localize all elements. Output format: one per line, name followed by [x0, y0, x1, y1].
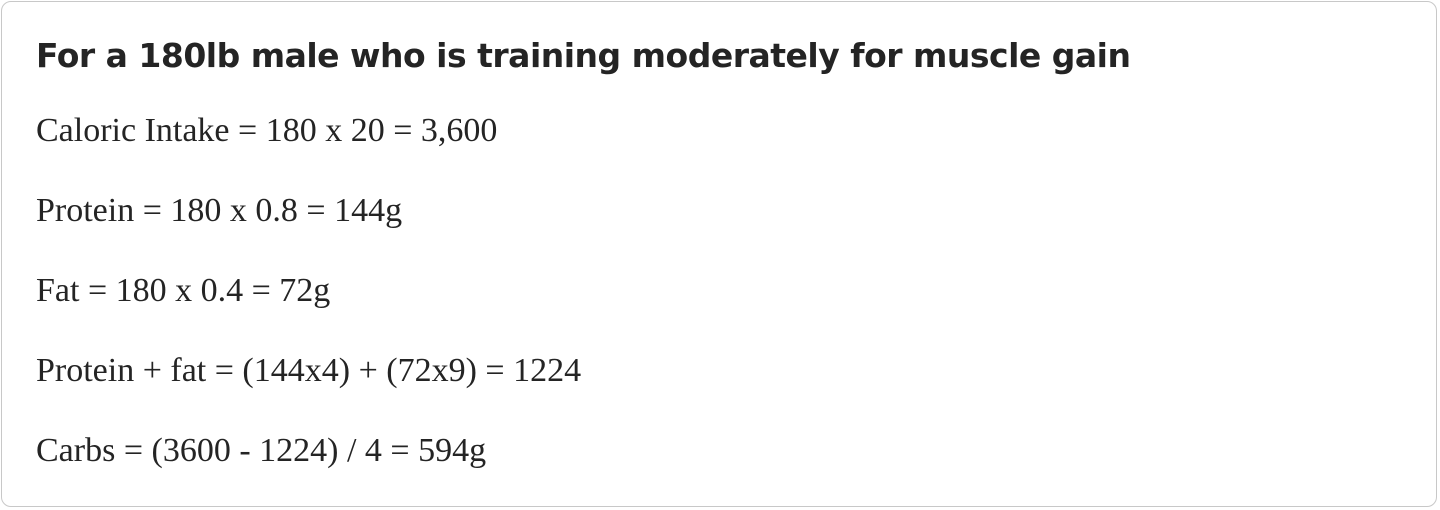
heading: For a 180lb male who is training moderat… — [36, 36, 1131, 75]
caloric-intake-line: Caloric Intake = 180 x 20 = 3,600 — [36, 112, 498, 149]
protein-line: Protein = 180 x 0.8 = 144g — [36, 192, 403, 229]
fat-line: Fat = 180 x 0.4 = 72g — [36, 272, 331, 309]
protein-fat-line: Protein + fat = (144x4) + (72x9) = 1224 — [36, 352, 582, 389]
carbs-line: Carbs = (3600 - 1224) / 4 = 594g — [36, 432, 487, 469]
